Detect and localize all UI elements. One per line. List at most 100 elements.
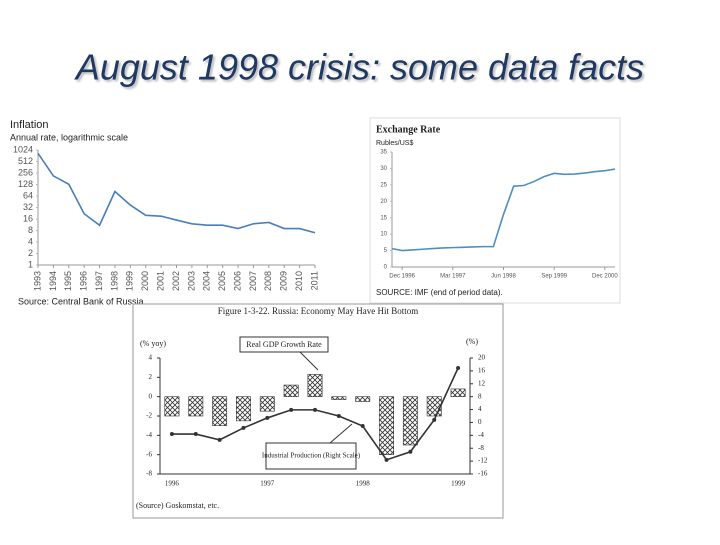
line-point <box>384 457 389 462</box>
y-tick-label: -4 <box>146 431 152 439</box>
line-point <box>313 407 317 412</box>
bar <box>355 396 371 402</box>
chart-source: SOURCE: IMF (end of period data). <box>376 288 503 297</box>
x-tick-label: 1995 <box>63 271 73 291</box>
bar <box>331 396 347 400</box>
x-tick-label: 2010 <box>294 271 304 291</box>
data-line <box>391 168 616 252</box>
y-tick-label: 16 <box>23 213 33 223</box>
line-point <box>241 425 246 430</box>
y-tick-label: 128 <box>18 179 33 189</box>
chart-frame <box>369 117 621 304</box>
x-tick-label: 1996 <box>165 480 180 488</box>
line-point <box>336 414 341 418</box>
y2-tick-label: 16 <box>478 366 486 374</box>
y2-tick-label: -16 <box>478 470 488 478</box>
y-tick-label: 2 <box>149 373 153 381</box>
y2-tick-label: 4 <box>478 405 482 413</box>
x-tick-label: Dec 2000 <box>592 274 618 280</box>
y-tick-label: 20 <box>380 199 387 205</box>
y-axis-label: (% yoy) <box>140 339 166 348</box>
bar <box>450 388 466 397</box>
data-line <box>37 152 316 234</box>
chart-subtitle: Annual rate, logarithmic scale <box>10 132 128 142</box>
line-point <box>432 417 437 422</box>
x-tick-label: Sep 1999 <box>541 274 567 280</box>
y-tick-label: 35 <box>380 150 387 156</box>
line-point <box>360 423 365 428</box>
bar <box>283 384 299 397</box>
bar <box>259 396 275 412</box>
y-tick-label: 10 <box>380 232 387 238</box>
x-tick-label: 2009 <box>279 271 289 291</box>
callout-arrow <box>299 351 319 371</box>
y-tick-label: 2 <box>28 248 33 258</box>
x-tick-label: 2001 <box>155 271 165 291</box>
x-tick-label: 2003 <box>186 271 196 291</box>
x-tick-label: 2011 <box>309 271 319 290</box>
y-tick-label: 0 <box>149 392 153 400</box>
bar <box>307 374 323 397</box>
callout-box <box>239 336 329 353</box>
y-tick-label: 15 <box>380 215 387 221</box>
x-tick-label: 2008 <box>263 271 273 291</box>
y2-tick-label: 0 <box>478 418 482 426</box>
x-tick-label: 1994 <box>48 271 58 291</box>
bar <box>426 396 442 417</box>
series-callout: Industrial Production (Right Scale) <box>262 452 361 460</box>
y2-tick-label: 12 <box>478 379 486 387</box>
y-tick-label: 32 <box>23 202 33 212</box>
y-tick-label: 30 <box>380 166 387 172</box>
line-point <box>289 407 294 412</box>
x-tick-label: 1997 <box>94 271 104 291</box>
slide-title: August 1998 crisis: some data facts <box>74 47 644 88</box>
y-tick-label: 0 <box>384 265 388 271</box>
line-point <box>169 432 174 437</box>
x-tick-label: 1998 <box>109 271 119 291</box>
x-tick-label: 1997 <box>260 480 275 488</box>
y-tick-label: -6 <box>146 450 152 458</box>
y-tick-label: 256 <box>18 167 33 177</box>
y-tick-label: 25 <box>380 182 387 188</box>
y-tick-label: 4 <box>28 236 33 246</box>
y-tick-label: 64 <box>23 190 33 200</box>
y-tick-label: 5 <box>384 248 388 254</box>
bar <box>236 396 251 422</box>
chart-source: Source: Central Bank of Russia. <box>18 296 146 306</box>
line-point <box>193 432 198 437</box>
y-tick-label: -8 <box>146 470 152 478</box>
bar <box>402 396 418 446</box>
y2-tick-label: 20 <box>478 354 486 362</box>
x-tick-label: 1998 <box>356 480 371 488</box>
y-tick-label: 1 <box>28 259 33 269</box>
x-tick-label: 2006 <box>232 271 242 291</box>
bar <box>379 396 394 455</box>
bar <box>188 396 204 417</box>
chart-title: Exchange Rate <box>376 124 441 135</box>
x-tick-label: 2002 <box>171 271 181 291</box>
x-tick-label: 1999 <box>451 480 466 488</box>
y-tick-label: 8 <box>28 225 33 235</box>
bar <box>212 396 228 426</box>
chart-source: (Source) Goskomstat, etc. <box>136 501 219 510</box>
chart-subtitle: Rubles/US$ <box>376 140 413 147</box>
y-tick-label: 512 <box>18 156 33 166</box>
x-tick-label: 2005 <box>217 271 227 291</box>
chart-title: Figure 1-3-22. Russia: Economy May Have … <box>218 306 418 316</box>
y-tick-label: 1024 <box>13 144 33 154</box>
x-tick-label: 2004 <box>202 271 212 291</box>
chart-title: Inflation <box>10 119 49 131</box>
x-tick-label: Jun 1998 <box>491 274 516 280</box>
line-point <box>456 365 461 370</box>
bar <box>164 396 180 417</box>
x-tick-label: Dec 1996 <box>389 274 415 280</box>
x-tick-label: 2000 <box>140 271 150 291</box>
y2-axis-label: (%) <box>466 337 478 346</box>
callout-arrow <box>329 423 353 444</box>
x-tick-label: 1999 <box>125 271 135 291</box>
y2-tick-label: 8 <box>478 392 482 400</box>
x-tick-label: Mar 1997 <box>440 274 466 280</box>
line-point <box>265 415 270 420</box>
